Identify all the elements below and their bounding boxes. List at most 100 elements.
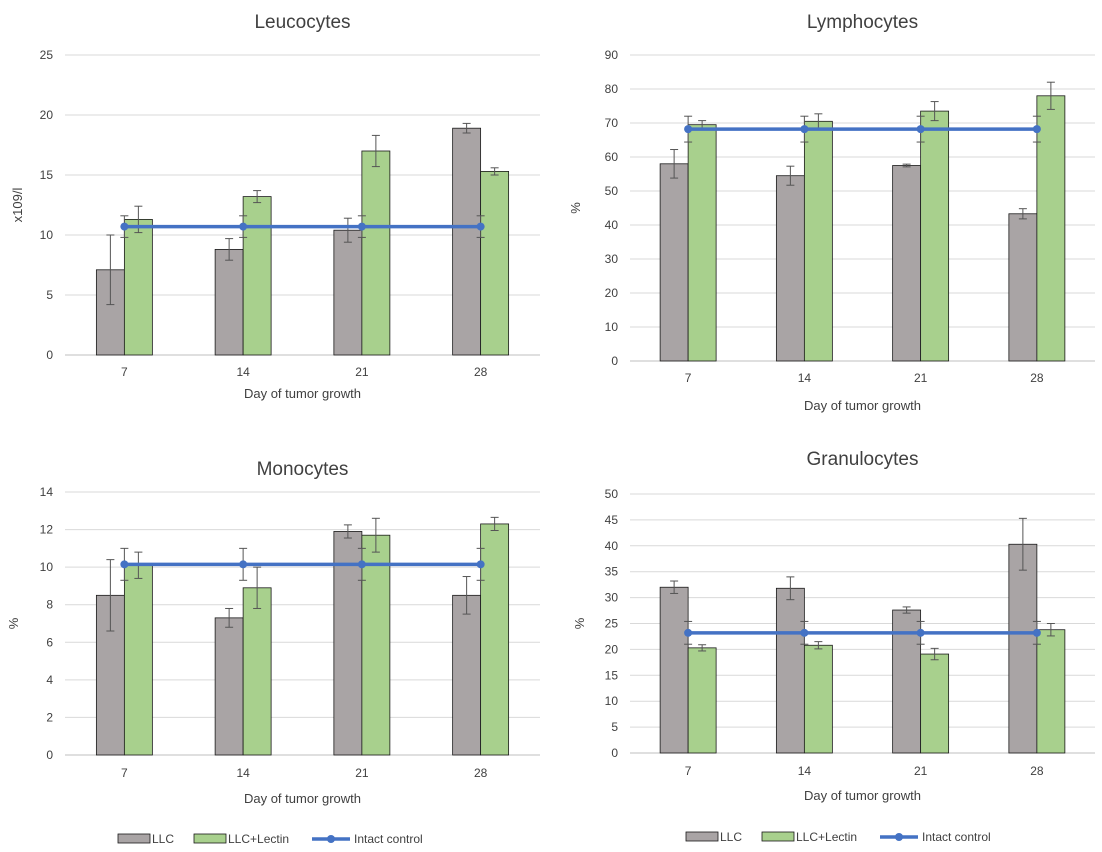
y-axis-label: % [6, 617, 21, 629]
x-tick-label: 7 [685, 764, 692, 778]
x-tick-label: 28 [474, 365, 488, 379]
x-tick-label: 28 [1030, 371, 1044, 385]
legend-2: LLC LLC+Lectin Intact control [685, 830, 991, 844]
legend-marker-control [327, 835, 335, 843]
bar-llc [775, 175, 805, 362]
y-tick-label: 0 [46, 748, 53, 762]
control-marker [120, 560, 129, 569]
x-tick-label: 21 [914, 764, 928, 778]
legend-label-control: Intact control [354, 832, 423, 846]
bar-llc-lectin [361, 150, 391, 356]
chart-lymphocytes: Lymphocytes 0 10 20 30 40 50 60 70 80 90% 7 14 21 28 Da… [568, 12, 1095, 413]
legend-label-control: Intact control [922, 830, 991, 844]
y-tick-label: 30 [605, 252, 619, 266]
x-tick-label: 7 [121, 365, 128, 379]
y-tick-label: 40 [605, 218, 619, 232]
y-axis-label: % [572, 617, 587, 629]
x-axis-label: Day of tumor growth [244, 386, 361, 401]
x-axis-label: Day of tumor growth [804, 398, 921, 413]
bar-llc-lectin [242, 196, 272, 356]
control-marker [800, 125, 809, 134]
y-tick-label: 35 [605, 565, 619, 579]
control-marker [357, 222, 366, 231]
x-axis-label: Day of tumor growth [244, 791, 361, 806]
bar-llc [659, 586, 689, 754]
y-tick-label: 30 [605, 591, 619, 605]
control-marker [239, 222, 248, 231]
y-tick-label: 10 [40, 228, 54, 242]
control-marker [239, 560, 248, 569]
y-tick-label: 50 [605, 487, 619, 501]
x-axis-label: Day of tumor growth [804, 788, 921, 803]
bar-llc [1008, 543, 1038, 754]
bar-llc-lectin [1036, 95, 1066, 362]
bar-llc-lectin [687, 124, 717, 362]
y-tick-label: 70 [605, 116, 619, 130]
bar-llc [214, 617, 244, 756]
control-marker [476, 560, 485, 569]
y-tick-label: 4 [46, 673, 53, 687]
y-tick-label: 10 [40, 560, 54, 574]
bar-llc-lectin [123, 218, 153, 356]
legend-label-lectin: LLC+Lectin [228, 832, 289, 846]
bar-llc-lectin [803, 644, 833, 754]
y-tick-label: 14 [40, 485, 54, 499]
bar-llc [214, 248, 244, 356]
control-marker [476, 222, 485, 231]
bar-llc [892, 165, 922, 362]
y-tick-label: 80 [605, 82, 619, 96]
x-tick-label: 21 [355, 766, 369, 780]
y-tick-label: 8 [46, 598, 53, 612]
y-tick-label: 12 [40, 523, 54, 537]
chart-title: Lymphocytes [807, 12, 918, 33]
x-tick-label: 14 [798, 371, 812, 385]
x-tick-label: 21 [914, 371, 928, 385]
chart-title: Granulocytes [807, 449, 919, 470]
y-tick-label: 60 [605, 150, 619, 164]
chart-monocytes: Monocytes 0 2 4 6 8 10 12 14% 7 14 21 28 Day of tumor… [6, 459, 540, 806]
x-tick-label: 28 [474, 766, 488, 780]
y-tick-label: 5 [46, 288, 53, 302]
bar-llc-lectin [803, 120, 833, 362]
bar-llc [333, 229, 363, 356]
y-tick-label: 20 [40, 108, 54, 122]
y-tick-label: 45 [605, 513, 619, 527]
y-tick-label: 50 [605, 184, 619, 198]
bar-llc-lectin [242, 587, 272, 756]
control-marker [684, 628, 693, 637]
y-tick-label: 15 [40, 168, 54, 182]
legend-swatch-llc [685, 831, 719, 842]
y-axis-label: x109/l [10, 188, 25, 223]
control-marker [120, 222, 129, 231]
x-tick-label: 7 [685, 371, 692, 385]
x-tick-label: 21 [355, 365, 369, 379]
y-tick-label: 20 [605, 642, 619, 656]
y-tick-label: 40 [605, 539, 619, 553]
control-marker [1032, 628, 1041, 637]
bar-llc [1008, 213, 1038, 362]
y-tick-label: 10 [605, 694, 619, 708]
bar-llc [333, 531, 363, 756]
bar-llc-lectin [1036, 629, 1066, 754]
legend-swatch-llc [117, 833, 151, 844]
bar-llc [452, 594, 482, 756]
control-marker [357, 560, 366, 569]
control-marker [800, 628, 809, 637]
chart-title: Monocytes [257, 459, 349, 480]
control-marker [916, 628, 925, 637]
y-tick-label: 10 [605, 320, 619, 334]
bar-llc-lectin [480, 523, 510, 756]
bar-llc [659, 163, 689, 362]
bar-llc [452, 127, 482, 356]
legend-swatch-lectin [761, 831, 795, 842]
x-tick-label: 14 [798, 764, 812, 778]
y-tick-label: 25 [40, 48, 54, 62]
legend-1: LLC LLC+Lectin Intact control [117, 832, 423, 846]
y-tick-label: 5 [611, 720, 618, 734]
bar-llc-lectin [361, 534, 391, 756]
x-tick-label: 7 [121, 766, 128, 780]
x-tick-label: 14 [236, 365, 250, 379]
bar-llc-lectin [687, 647, 717, 754]
bar-llc-lectin [920, 653, 950, 754]
